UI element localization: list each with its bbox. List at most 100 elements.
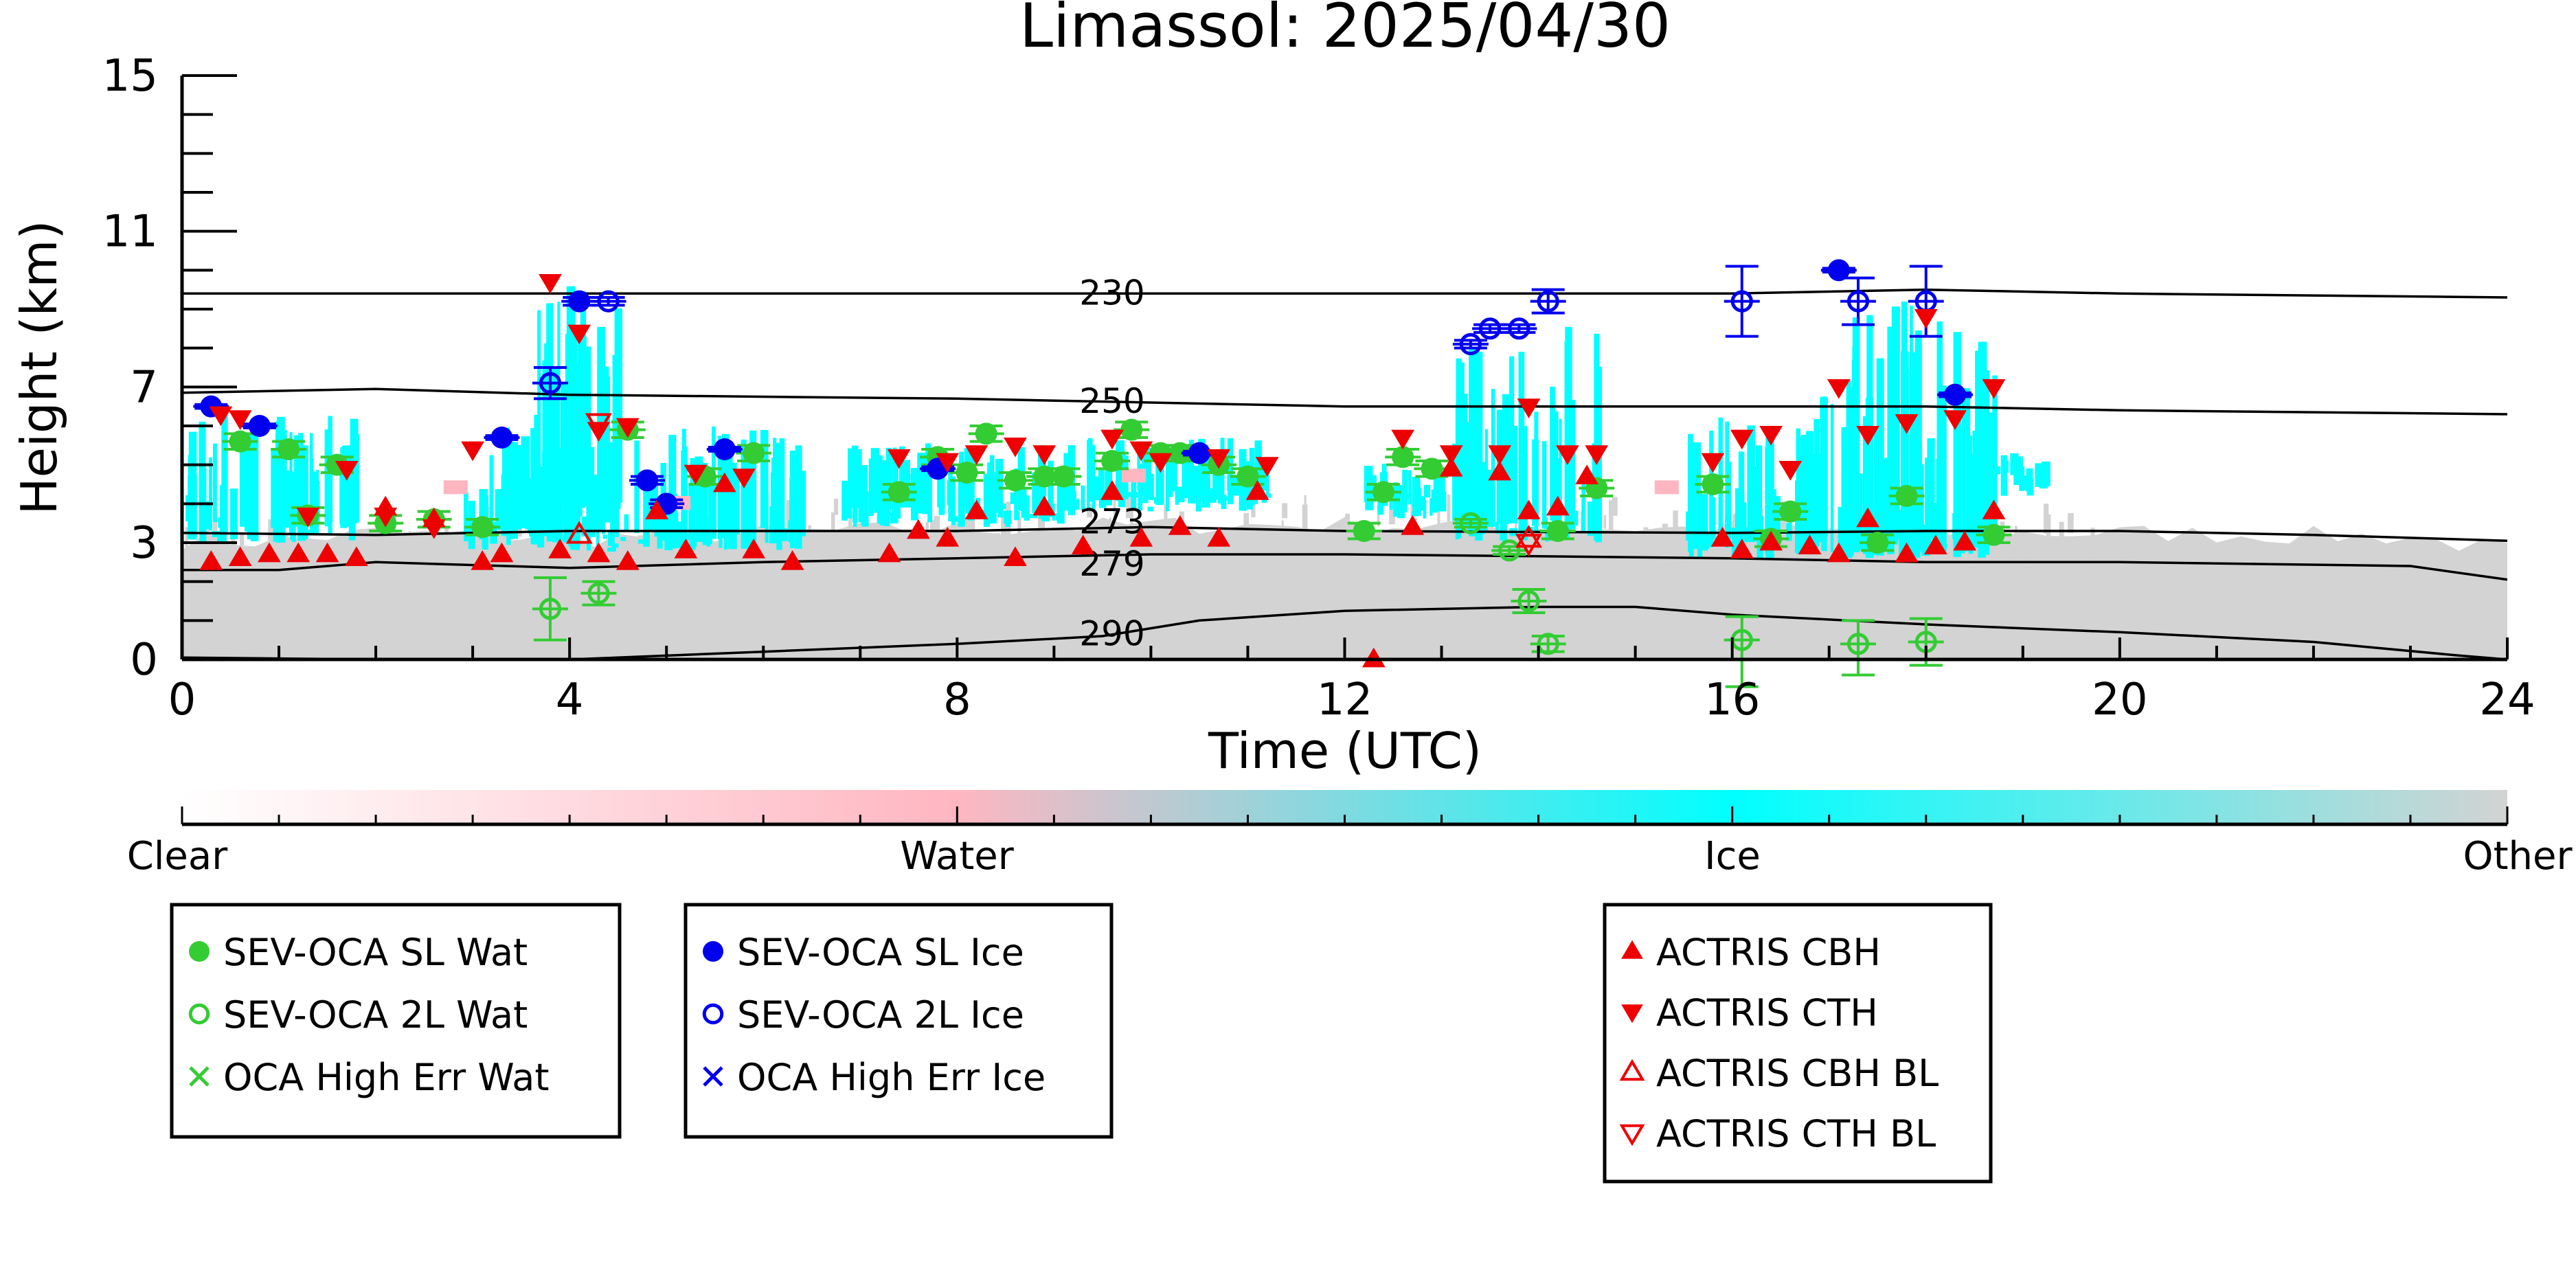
ice-class-patch <box>1188 492 1196 504</box>
other-class-speckle <box>270 522 277 561</box>
other-class-speckle <box>561 555 565 587</box>
ice-class-patch <box>1404 493 1412 499</box>
data-point <box>1439 445 1463 465</box>
ice-class-patch <box>1692 442 1702 537</box>
ice-class-patch <box>1985 412 1993 539</box>
colorbar-label-water: Water <box>900 834 1015 879</box>
other-class-speckle <box>995 533 1000 573</box>
data-point <box>1730 290 1753 313</box>
ice-class-patch <box>1581 479 1586 532</box>
other-class-speckle <box>848 513 852 541</box>
ice-class-patch <box>241 443 244 522</box>
other-class-speckle <box>1969 549 1975 568</box>
ice-class-patch <box>662 527 670 532</box>
ice-class-patch <box>1127 492 1133 497</box>
ice-class-patch <box>743 445 749 532</box>
ice-class-patch <box>324 429 328 527</box>
data-point <box>1846 633 1870 655</box>
ice-class-patch <box>1747 532 1756 541</box>
ice-class-patch <box>690 457 697 547</box>
colorbar: Clear Water Ice Other <box>127 790 2573 879</box>
ice-class-patch <box>464 492 468 541</box>
legend-label: OCA High Err Wat <box>223 1056 550 1099</box>
ice-class-patch <box>1996 466 2000 475</box>
ice-class-patch <box>732 508 738 532</box>
ice-class-patch <box>780 528 788 541</box>
legend-box-2: SEV-OCA SL Ice SEV-OCA 2L Ice OCA High Err… <box>683 903 1114 1139</box>
ice-class-patch <box>1175 489 1179 505</box>
data-point <box>907 519 930 539</box>
ice-class-patch <box>2039 470 2048 489</box>
ice-class-patch <box>339 468 346 525</box>
other-class-speckle <box>268 519 272 545</box>
ice-class-patch <box>1738 451 1745 552</box>
ice-class-patch <box>681 429 686 545</box>
other-class-speckle <box>240 534 245 552</box>
other-class-speckle <box>1241 530 1246 567</box>
ice-class-patch <box>941 495 945 513</box>
data-point <box>1129 441 1153 462</box>
ice-class-patch <box>1852 317 1860 552</box>
series-sev-oca-2l-wat <box>532 512 1944 688</box>
ice-class-patch <box>586 346 591 521</box>
ice-class-patch <box>558 515 567 520</box>
data-point <box>490 427 513 449</box>
data-point <box>1372 481 1394 504</box>
ice-class-patch <box>310 471 317 536</box>
ice-class-patch <box>1992 375 1998 545</box>
x-tick-label: 0 <box>168 675 196 725</box>
ice-class-patch <box>1019 506 1028 511</box>
data-point <box>597 290 620 313</box>
ice-class-patch <box>1041 510 1050 522</box>
ice-class-patch <box>509 441 514 539</box>
data-point <box>199 550 223 570</box>
data-point <box>1255 457 1279 477</box>
y-tick-label: 7 <box>130 362 158 413</box>
ice-class-patch <box>1480 528 1487 532</box>
data-point <box>936 527 960 547</box>
ice-class-patch <box>1188 440 1194 497</box>
other-class-speckle <box>1643 527 1649 543</box>
ice-class-patch <box>1688 532 1694 557</box>
data-point <box>1120 418 1143 441</box>
ice-class-patch <box>874 488 877 510</box>
ice-class-patch <box>1542 493 1546 528</box>
ice-class-patch <box>2025 487 2033 492</box>
ice-class-patch <box>1266 468 1269 496</box>
legend-item: ACTRIS CBH BL <box>1619 1052 1939 1095</box>
ice-class-patch <box>1815 488 1820 543</box>
ice-class-patch <box>596 503 600 546</box>
isotherm-line-279 <box>182 553 2507 581</box>
other-class-speckle <box>1304 495 1307 515</box>
x-tick-label: 8 <box>943 675 971 725</box>
ice-class-patch <box>1146 447 1151 497</box>
data-point <box>1168 442 1191 464</box>
ice-class-patch <box>1137 442 1140 491</box>
ice-class-patch <box>899 446 905 504</box>
ice-class-patch <box>250 427 259 541</box>
ice-class-patch <box>213 443 217 522</box>
ice-class-patch <box>1756 516 1763 558</box>
legend-item: ACTRIS CBH <box>1621 931 1881 974</box>
ice-class-patch <box>773 438 777 537</box>
ice-class-patch <box>495 489 503 530</box>
water-class-patch <box>1122 468 1146 483</box>
ice-class-patch <box>1939 385 1947 552</box>
ice-class-patch <box>1016 511 1020 520</box>
legend-marker <box>1621 1004 1643 1024</box>
legend-marker <box>1619 1124 1645 1146</box>
ice-class-patch <box>741 441 745 542</box>
ice-class-patch <box>702 463 708 545</box>
ice-class-patch <box>208 457 212 531</box>
data-point <box>1944 383 1967 406</box>
other-class-speckle <box>2044 504 2049 534</box>
data-point <box>539 273 562 294</box>
data-point <box>1459 512 1482 534</box>
x-tick-label: 4 <box>556 675 584 725</box>
ice-class-patch <box>1808 492 1814 552</box>
data-point <box>1575 464 1598 485</box>
ice-class-patch <box>614 543 619 548</box>
ice-class-patch <box>1690 499 1693 544</box>
ice-class-patch <box>1147 506 1154 512</box>
ice-class-patch <box>585 488 590 506</box>
